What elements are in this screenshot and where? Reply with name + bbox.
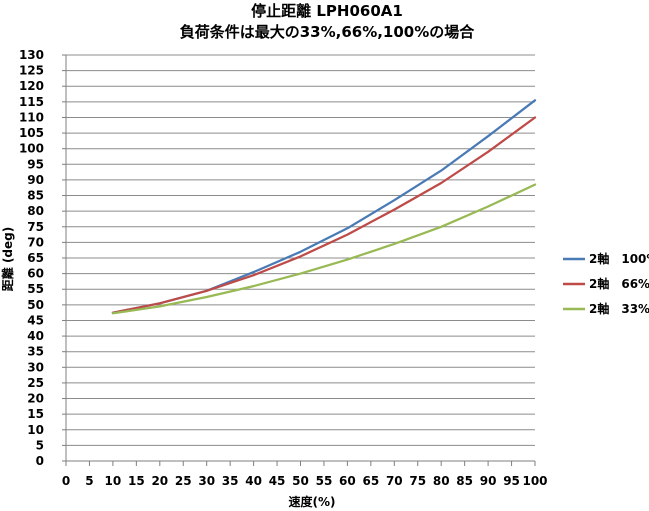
y-tick-label: 85 <box>27 189 44 203</box>
x-tick-label: 80 <box>433 474 450 488</box>
x-tick-label: 10 <box>105 474 122 488</box>
x-tick-label: 15 <box>128 474 145 488</box>
y-tick-label: 115 <box>19 95 44 109</box>
x-tick-labels: 0 5 10 15 20 25 30 35 40 45 50 55 60 65 70 75 80 85 90 95 10… <box>62 474 548 488</box>
series-line-3 <box>111 183 537 315</box>
y-tick-label: 65 <box>27 251 44 265</box>
x-tick-label: 50 <box>292 474 309 488</box>
y-tick-label: 80 <box>27 204 44 218</box>
series-line-2 <box>111 116 537 314</box>
x-tick-label: 60 <box>339 474 356 488</box>
x-tick-label: 95 <box>503 474 520 488</box>
y-tick-label: 40 <box>27 329 44 343</box>
y-tick-label: 50 <box>27 298 44 312</box>
chart-title: 停止距離 LPH060A1 <box>251 2 403 20</box>
y-tick-labels: 0510152025303540455055606570758085909510… <box>19 48 44 468</box>
x-tick-label: 90 <box>480 474 497 488</box>
series-lines <box>111 99 537 315</box>
x-tick-label: 40 <box>245 474 262 488</box>
x-tick-label: 85 <box>456 474 473 488</box>
x-tick-label: 45 <box>269 474 286 488</box>
y-tick-label: 70 <box>27 235 44 249</box>
y-tick-label: 100 <box>19 142 44 156</box>
x-tick-label: 75 <box>409 474 426 488</box>
y-tick-label: 125 <box>19 64 44 78</box>
y-tick-label: 55 <box>27 282 44 296</box>
legend: 2軸 100% 2軸 66% 2軸 33% <box>563 251 649 316</box>
y-tick-label: 45 <box>27 313 44 327</box>
y-tick-label: 120 <box>19 79 44 93</box>
y-tick-label: 105 <box>19 126 44 140</box>
y-tick-label: 15 <box>27 407 44 421</box>
y-tick-label: 35 <box>27 345 44 359</box>
x-tick-label: 70 <box>386 474 403 488</box>
y-tick-label: 90 <box>27 173 44 187</box>
x-tick-label: 30 <box>198 474 215 488</box>
y-tick-label: 95 <box>27 157 44 171</box>
x-tick-label: 5 <box>85 474 93 488</box>
chart-subtitle: 負荷条件は最大の33%,66%,100%の場合 <box>180 23 476 41</box>
y-tick-label: 25 <box>27 376 44 390</box>
y-tick-label: 75 <box>27 220 44 234</box>
x-tick-label: 20 <box>151 474 168 488</box>
x-tick-label: 55 <box>316 474 333 488</box>
x-tick-label: 25 <box>175 474 192 488</box>
x-tick-label: 100 <box>522 474 547 488</box>
x-axis-title: 速度(%) <box>289 494 336 509</box>
y-axis-title: 距離 (deg) <box>0 227 15 291</box>
legend-label-1: 2軸 100% <box>589 251 649 266</box>
series-line-1 <box>111 99 537 314</box>
y-tick-label: 0 <box>36 454 44 468</box>
legend-label-2: 2軸 66% <box>589 276 649 291</box>
gridlines <box>66 54 535 446</box>
legend-label-3: 2軸 33% <box>589 301 649 316</box>
y-tick-label: 10 <box>27 423 44 437</box>
y-tick-label: 130 <box>19 48 44 62</box>
axes <box>62 54 536 466</box>
x-tick-label: 65 <box>362 474 379 488</box>
y-tick-label: 60 <box>27 267 44 281</box>
y-tick-label: 30 <box>27 360 44 374</box>
y-tick-label: 110 <box>19 110 44 124</box>
y-tick-label: 20 <box>27 392 44 406</box>
x-tick-label: 0 <box>62 474 70 488</box>
y-tick-label: 5 <box>36 438 44 452</box>
x-tick-label: 35 <box>222 474 239 488</box>
